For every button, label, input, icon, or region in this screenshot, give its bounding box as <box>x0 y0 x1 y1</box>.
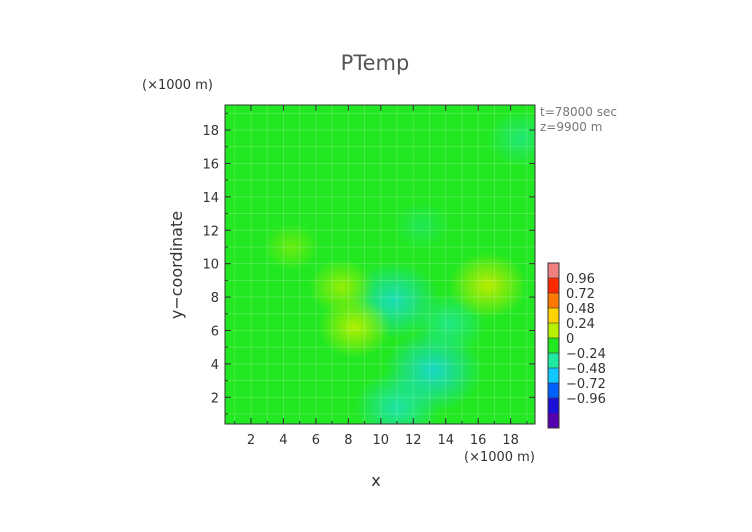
y-tick-label: 8 <box>211 291 219 306</box>
y-tick-label: 6 <box>211 324 219 339</box>
colorbar-frame <box>547 262 560 429</box>
field-feature <box>309 259 375 315</box>
plot-frame <box>224 104 536 425</box>
x-tick-label: 18 <box>502 433 519 448</box>
x-tick-label: 12 <box>405 433 422 448</box>
colorbar-label: −0.48 <box>566 362 606 377</box>
field-feature <box>393 201 450 250</box>
colorbar-swatch <box>548 293 559 308</box>
x-tick-label: 16 <box>470 433 487 448</box>
colorbar-swatch <box>548 338 559 353</box>
y-tick-label: 4 <box>211 358 219 373</box>
x-tick-label: 4 <box>279 433 287 448</box>
colorbar-swatch <box>548 368 559 383</box>
field-feature <box>487 110 535 167</box>
field-feature <box>354 371 440 424</box>
colorbar-label: −0.96 <box>566 392 606 407</box>
colorbar-label: 0.96 <box>566 272 595 287</box>
colorbar-label: 0.72 <box>566 287 595 302</box>
colorbar-swatch <box>548 278 559 293</box>
y-tick-label: 16 <box>202 157 219 172</box>
time-annotation: t=78000 sec <box>540 105 617 119</box>
colorbar-swatch <box>548 308 559 323</box>
colorbar-swatch <box>548 398 559 413</box>
colorbar-label: 0 <box>566 332 574 347</box>
colorbar-swatch <box>548 353 559 368</box>
y-tick-label: 18 <box>202 124 219 139</box>
x-axis-label: x <box>371 471 380 490</box>
chart-title: PTemp <box>341 51 410 75</box>
colorbar-swatch <box>548 383 559 398</box>
y-unit-label: (×1000 m) <box>142 78 213 93</box>
field-feature <box>448 252 528 319</box>
y-tick-label: 2 <box>211 391 219 406</box>
colorbar-label: 0.24 <box>566 317 595 332</box>
y-axis-label: y−coordinate <box>167 211 186 319</box>
y-tick-label: 14 <box>202 191 219 206</box>
colorbar-label: 0.48 <box>566 302 595 317</box>
y-tick-label: 10 <box>202 258 219 273</box>
plot-area <box>224 104 536 425</box>
x-tick-label: 2 <box>247 433 255 448</box>
x-unit-label: (×1000 m) <box>464 450 535 465</box>
colorbar-label: −0.24 <box>566 347 606 362</box>
colorbar-swatch <box>548 263 559 278</box>
colorbar: 0.960.720.480.240−0.24−0.48−0.72−0.96 <box>547 262 606 429</box>
y-tick-label: 12 <box>202 224 219 239</box>
colorbar-swatch <box>548 323 559 338</box>
x-tick-label: 14 <box>437 433 454 448</box>
colorbar-swatch <box>548 413 559 428</box>
colorbar-label: −0.72 <box>566 377 606 392</box>
field-feature <box>263 223 320 271</box>
x-tick-label: 6 <box>312 433 320 448</box>
height-annotation: z=9900 m <box>540 120 602 134</box>
x-tick-label: 10 <box>373 433 390 448</box>
x-tick-label: 8 <box>344 433 352 448</box>
